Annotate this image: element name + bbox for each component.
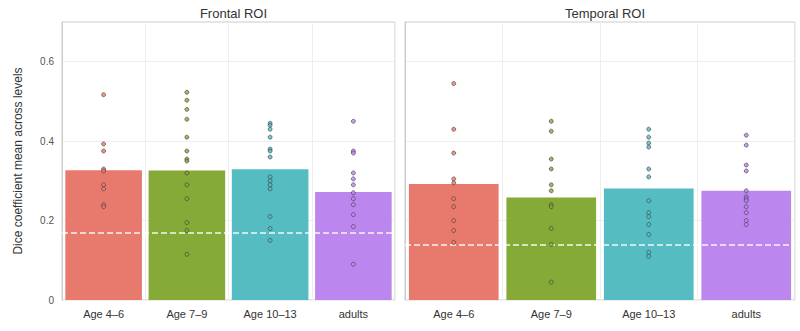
svg-text:Temporal ROI: Temporal ROI [565, 6, 645, 21]
svg-text:Frontal ROI: Frontal ROI [200, 6, 267, 21]
svg-text:Age 4–6: Age 4–6 [83, 308, 124, 320]
svg-text:adults: adults [732, 308, 762, 320]
svg-text:adults: adults [339, 308, 369, 320]
svg-text:Age 7–9: Age 7–9 [531, 308, 572, 320]
svg-text:Age 4–6: Age 4–6 [433, 308, 474, 320]
svg-text:Age 10–13: Age 10–13 [622, 308, 675, 320]
svg-text:Dice coefficient mean across l: Dice coefficient mean across levels [11, 67, 25, 254]
svg-text:Age 7–9: Age 7–9 [166, 308, 207, 320]
svg-text:0.6: 0.6 [40, 56, 54, 67]
svg-text:Age 10–13: Age 10–13 [244, 308, 297, 320]
svg-text:0: 0 [48, 295, 54, 306]
svg-text:0.4: 0.4 [40, 136, 54, 147]
svg-text:0.2: 0.2 [40, 215, 54, 226]
